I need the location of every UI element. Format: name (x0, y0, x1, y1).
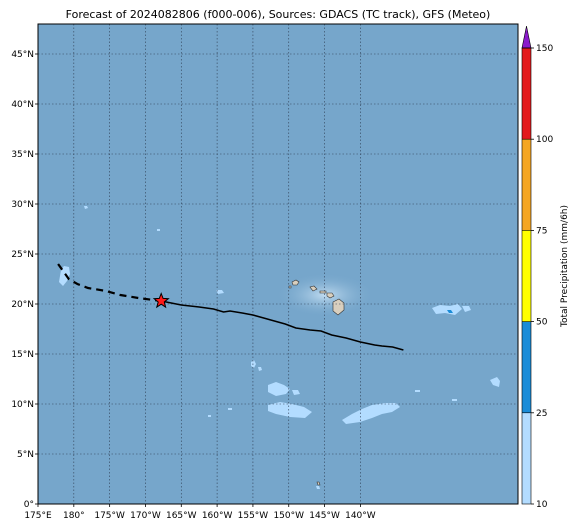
tc-position-marker (152, 292, 170, 309)
colorbar-bin (522, 48, 531, 140)
colorbar-bin (522, 412, 531, 504)
precip-patch (84, 206, 88, 209)
lon-tick-label: 145°W (309, 511, 340, 521)
colorbar-extend-arrow (521, 25, 532, 49)
tc-track-forecast (161, 300, 404, 351)
lon-tick-label: 180° (63, 511, 85, 521)
island-maui (326, 292, 335, 299)
precip-patch (292, 390, 300, 395)
lon-tick-label: 140°W (345, 511, 376, 521)
map-title: Forecast of 2024082806 (f000-006), Sourc… (65, 8, 491, 21)
island-oahu (309, 285, 318, 292)
lat-tick-label: 30°N (11, 200, 34, 210)
colorbar: 10 25 50 75 100 150 (521, 25, 553, 510)
precip-patch (268, 382, 290, 396)
precip-patch (157, 229, 160, 231)
precip-patch (59, 266, 70, 286)
island-molokai (319, 290, 327, 294)
precip-patches-heavy (447, 310, 453, 313)
colorbar-label: Total Precipitation (mm/6h) (560, 205, 570, 328)
colorbar-tick-label: 50 (536, 318, 548, 328)
lon-tick-label: 155°W (238, 511, 269, 521)
precip-patch (216, 290, 224, 294)
lat-tick-label: 25°N (11, 250, 34, 260)
lat-tick-label: 35°N (11, 150, 34, 160)
lon-tick-label: 165°W (166, 511, 197, 521)
map-panel: 175°E 180° 175°W 170°W 165°W 160°W 155°W 150°W 1… (11, 23, 519, 521)
longitude-ticks: 175°E 180° 175°W 170°W 165°W 160°W 155°W 150°W 1… (24, 504, 376, 521)
lon-tick-label: 175°W (94, 511, 125, 521)
colorbar-tick-label: 100 (536, 135, 553, 145)
island-small (316, 481, 321, 486)
colorbar-tick-label: 150 (536, 44, 553, 54)
lat-tick-label: 45°N (11, 50, 34, 60)
lat-tick-label: 5°N (17, 450, 34, 460)
map-border (37, 23, 519, 505)
island-niihau (288, 285, 292, 289)
precip-patches (59, 206, 500, 489)
precip-patch (268, 402, 312, 418)
precip-patch (342, 403, 400, 424)
precip-patch (208, 415, 211, 417)
precip-patch (490, 377, 500, 387)
tc-track-past (57, 263, 162, 303)
precip-patch (462, 306, 471, 312)
lat-tick-label: 15°N (11, 350, 34, 360)
precip-patch (251, 360, 256, 368)
lon-tick-label: 160°W (202, 511, 233, 521)
precip-patch (415, 390, 420, 392)
lat-tick-label: 0° (24, 500, 34, 510)
ocean-background (38, 24, 518, 504)
lat-tick-label: 40°N (11, 100, 34, 110)
colorbar-tick-label: 25 (536, 409, 547, 419)
precip-patch-heavy (447, 310, 453, 313)
colorbar-bin (522, 139, 531, 231)
graticule (38, 24, 518, 504)
precip-patch (432, 304, 462, 315)
precip-patch (228, 408, 232, 410)
island-kauai (291, 279, 300, 286)
lon-tick-label: 150°W (273, 511, 304, 521)
lon-tick-label: 170°W (130, 511, 161, 521)
colorbar-tick-label: 10 (536, 500, 548, 510)
hawaii-glow (275, 273, 375, 317)
precip-patch (452, 399, 457, 401)
colorbar-bin (522, 321, 531, 413)
precip-patch (316, 486, 320, 489)
island-hawaii (332, 298, 345, 316)
latitude-ticks: 0° 5°N 10°N 15°N 20°N 25°N 30°N 35°N 40°N 45°N (11, 50, 38, 510)
colorbar-bin (522, 230, 531, 322)
hawaiian-islands (288, 279, 345, 486)
lon-tick-label: 175°E (24, 511, 52, 521)
colorbar-tick-label: 75 (536, 226, 547, 236)
precip-patch (258, 367, 262, 371)
lat-tick-label: 20°N (11, 300, 34, 310)
lat-tick-label: 10°N (11, 400, 34, 410)
